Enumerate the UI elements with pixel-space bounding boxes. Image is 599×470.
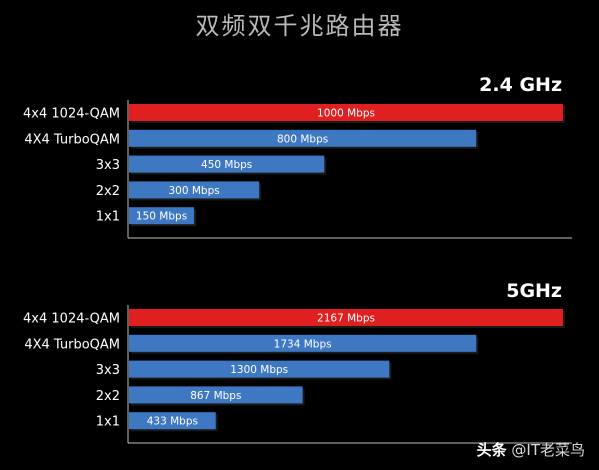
band-5ghz-data-label: 1300 Mbps [230, 364, 288, 376]
band-5ghz-data-label: 2167 Mbps [317, 313, 375, 325]
band-24ghz-data-label: 300 Mbps [168, 185, 219, 197]
band-5ghz-title: 5GHz [506, 280, 562, 302]
band-24ghz-bar [129, 155, 325, 173]
band-5ghz-bar [129, 309, 563, 326]
band-5ghz-bar [129, 386, 303, 404]
band-24ghz-category-label: 4X4 TurboQAM [24, 132, 120, 147]
band-24ghz-title: 2.4 GHz [479, 74, 562, 96]
band-24ghz-category-label: 4x4 1024-QAM [23, 107, 120, 122]
band-5ghz-category-label: 2x2 [96, 389, 120, 404]
band-24ghz-bar [129, 104, 563, 121]
band-5ghz-bar [129, 360, 390, 378]
band-5ghz-category-label: 4X4 TurboQAM [24, 337, 120, 352]
band-24ghz-bar [129, 129, 477, 147]
band-24ghz-bar [129, 181, 260, 199]
band-24ghz-category-label: 1x1 [96, 210, 120, 225]
chart-title: 双频双千兆路由器 [195, 12, 404, 40]
band-24ghz-category-label: 3x3 [96, 158, 120, 173]
band-5ghz-category-label: 3x3 [96, 363, 120, 378]
band-24ghz-data-label: 150 Mbps [136, 211, 187, 223]
watermark-handle: @IT老菜鸟 [511, 441, 585, 459]
band-5ghz-bar [129, 334, 477, 352]
watermark: 头条 @IT老菜鸟 [477, 439, 585, 460]
band-24ghz-bar [129, 207, 195, 225]
band-24ghz-data-label: 450 Mbps [201, 159, 252, 171]
band-5ghz-category-label: 4x4 1024-QAM [23, 312, 120, 327]
band-24ghz-data-label: 1000 Mbps [317, 108, 375, 120]
watermark-prefix: 头条 [476, 441, 507, 459]
band-5ghz-data-label: 867 Mbps [190, 390, 241, 402]
band-24ghz-category-label: 2x2 [96, 184, 120, 199]
band-5ghz-data-label: 1734 Mbps [274, 338, 332, 350]
band-5ghz-category-label: 1x1 [96, 415, 120, 430]
band-5ghz-bar [129, 412, 216, 430]
band-5ghz-data-label: 433 Mbps [147, 416, 198, 428]
band-24ghz-data-label: 800 Mbps [277, 133, 328, 145]
